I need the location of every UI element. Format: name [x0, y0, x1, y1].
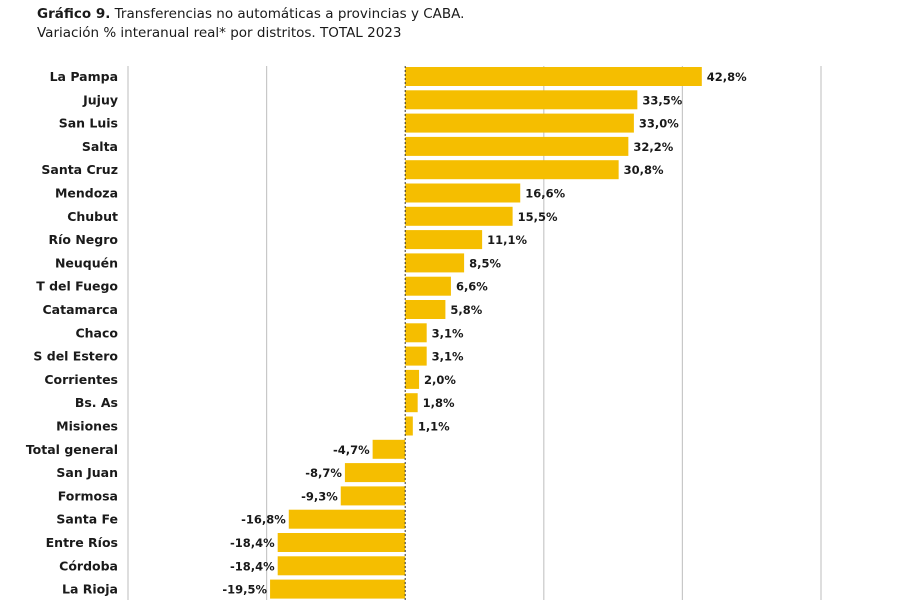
data-label: 33,0%	[639, 117, 679, 131]
data-label: 6,6%	[456, 280, 488, 294]
category-label: Río Negro	[49, 232, 119, 247]
data-label: 3,1%	[432, 326, 464, 340]
data-label: 16,6%	[525, 187, 565, 201]
category-label: La Pampa	[50, 69, 118, 84]
category-label: Entre Ríos	[46, 535, 118, 550]
bar	[405, 113, 634, 133]
data-label: 11,1%	[487, 233, 527, 247]
category-label: S del Estero	[33, 349, 118, 364]
bar	[288, 509, 406, 529]
category-label: T del Fuego	[36, 279, 118, 294]
data-label: 8,5%	[469, 256, 501, 270]
chart-title-number: Gráfico 9.	[37, 6, 111, 22]
bar	[405, 276, 451, 296]
data-label: -18,4%	[230, 536, 275, 550]
data-label: -8,7%	[305, 466, 342, 480]
bar	[405, 369, 420, 389]
category-label: San Juan	[56, 465, 118, 480]
bar	[405, 183, 521, 203]
bar	[405, 253, 465, 273]
data-label: -4,7%	[333, 443, 370, 457]
category-label: Formosa	[58, 488, 118, 503]
bar	[405, 323, 427, 343]
data-label: 3,1%	[432, 350, 464, 364]
bar	[405, 67, 702, 86]
category-label: Neuquén	[55, 255, 118, 270]
category-label: Catamarca	[43, 302, 119, 317]
bar	[405, 230, 483, 250]
data-label: 5,8%	[450, 303, 482, 317]
data-label: -18,4%	[230, 559, 275, 573]
category-label: Salta	[82, 139, 118, 154]
category-label: Córdoba	[59, 558, 118, 573]
category-label: Jujuy	[82, 92, 118, 107]
category-label: San Luis	[59, 116, 118, 131]
category-label: Bs. As	[75, 395, 118, 410]
category-label: Santa Cruz	[41, 162, 118, 177]
bar	[344, 463, 406, 483]
chart-title-text: Transferencias no automáticas a provinci…	[114, 6, 465, 22]
category-label: Mendoza	[55, 186, 118, 201]
bar	[340, 486, 406, 506]
chart-subtitle: Variación % interanual real* por distrit…	[37, 25, 402, 41]
bar	[277, 533, 406, 552]
category-label: Misiones	[56, 419, 118, 434]
data-label: 1,1%	[418, 420, 450, 434]
category-label: Chaco	[75, 325, 118, 340]
data-label: 33,5%	[642, 93, 682, 107]
bar	[405, 206, 513, 226]
data-label: 32,2%	[633, 140, 673, 154]
category-label: La Rioja	[62, 582, 118, 597]
bar	[405, 346, 427, 366]
bar	[405, 393, 418, 413]
data-label: 15,5%	[518, 210, 558, 224]
bar	[405, 90, 638, 110]
bar	[270, 579, 406, 599]
data-label: 30,8%	[624, 163, 664, 177]
bar	[405, 416, 413, 436]
bar	[372, 439, 406, 459]
category-label: Chubut	[67, 209, 118, 224]
data-label: 1,8%	[423, 396, 455, 410]
bar	[277, 556, 406, 576]
category-label: Corrientes	[44, 372, 118, 387]
chart-title: Gráfico 9. Transferencias no automáticas…	[37, 5, 464, 43]
data-label: -19,5%	[222, 583, 267, 597]
category-label: Santa Fe	[56, 512, 118, 527]
data-label: 2,0%	[424, 373, 456, 387]
category-label: Total general	[26, 442, 118, 457]
data-label: 42,8%	[707, 70, 747, 84]
bar	[405, 300, 446, 319]
bar	[405, 160, 619, 180]
data-label: -9,3%	[301, 489, 338, 503]
bar	[405, 136, 629, 156]
data-label: -16,8%	[241, 513, 286, 527]
